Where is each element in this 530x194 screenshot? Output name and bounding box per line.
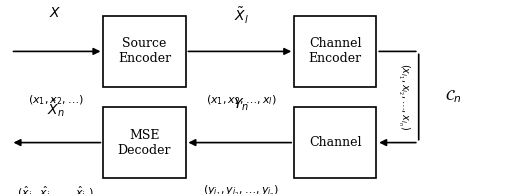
Text: MSE
Decoder: MSE Decoder bbox=[118, 129, 171, 157]
Bar bbox=[294, 16, 376, 87]
Text: $(\hat{x}_{i_1}, \hat{x}_{i_2}, \ldots, \hat{x}_{i_n})$: $(\hat{x}_{i_1}, \hat{x}_{i_2}, \ldots, … bbox=[17, 184, 94, 194]
Text: Channel: Channel bbox=[309, 136, 361, 149]
Bar bbox=[294, 107, 376, 178]
Text: $(x_1, x_2, \ldots)$: $(x_1, x_2, \ldots)$ bbox=[28, 93, 84, 107]
Text: $Y_n$: $Y_n$ bbox=[233, 97, 249, 113]
Text: $X$: $X$ bbox=[49, 6, 62, 20]
Text: $(x_{i_1}, x_{i_2}, \ldots, x_{i_n})$: $(x_{i_1}, x_{i_2}, \ldots, x_{i_n})$ bbox=[396, 63, 411, 131]
Text: Channel
Encoder: Channel Encoder bbox=[308, 37, 362, 65]
Text: $(y_{i_1}, y_{i_2}, \ldots, y_{i_n})$: $(y_{i_1}, y_{i_2}, \ldots, y_{i_n})$ bbox=[203, 184, 279, 194]
Text: $\hat{X}_n$: $\hat{X}_n$ bbox=[47, 97, 65, 119]
Bar bbox=[103, 107, 186, 178]
Text: $(x_1, x_2, \ldots, x_l)$: $(x_1, x_2, \ldots, x_l)$ bbox=[206, 93, 277, 107]
Text: $\mathcal{C}_n$: $\mathcal{C}_n$ bbox=[445, 89, 462, 105]
Text: Source
Encoder: Source Encoder bbox=[118, 37, 171, 65]
Text: $\tilde{X}_l$: $\tilde{X}_l$ bbox=[234, 6, 249, 26]
Bar bbox=[103, 16, 186, 87]
